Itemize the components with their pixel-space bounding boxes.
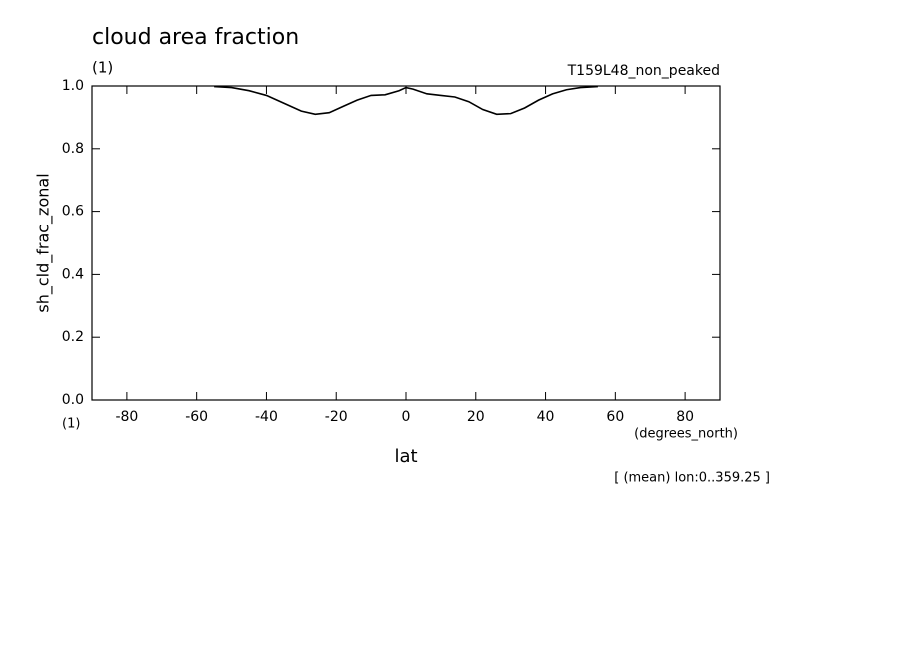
y-tick-label: 0.6 (62, 204, 84, 220)
x-tick-label: 40 (537, 409, 555, 425)
chart-title: cloud area fraction (92, 25, 299, 50)
y-units: (1) (62, 417, 80, 432)
x-tick-label: 80 (676, 409, 694, 425)
subtitle: (1) (92, 59, 113, 77)
y-axis-label: sh_cld_frac_zonal (34, 173, 54, 312)
x-tick-label: 0 (402, 409, 411, 425)
footnote: [ (mean) lon:0..359.25 ] (614, 471, 770, 486)
y-tick-label: 0.8 (62, 141, 84, 157)
x-tick-label: 20 (467, 409, 485, 425)
y-tick-label: 0.4 (62, 266, 84, 282)
x-tick-label: -80 (115, 409, 138, 425)
x-tick-label: -40 (255, 409, 278, 425)
y-tick-label: 1.0 (62, 78, 84, 94)
x-tick-label: -60 (185, 409, 208, 425)
plot-frame (91, 85, 721, 401)
x-units: (degrees_north) (634, 427, 738, 442)
y-tick-label: 0.0 (62, 392, 84, 408)
data-line (214, 85, 598, 116)
y-tick-label: 0.2 (62, 329, 84, 345)
x-tick-label: 60 (606, 409, 624, 425)
annotation: T159L48_non_peaked (567, 63, 720, 79)
x-tick-label: -20 (325, 409, 348, 425)
x-axis-label: lat (394, 446, 417, 467)
